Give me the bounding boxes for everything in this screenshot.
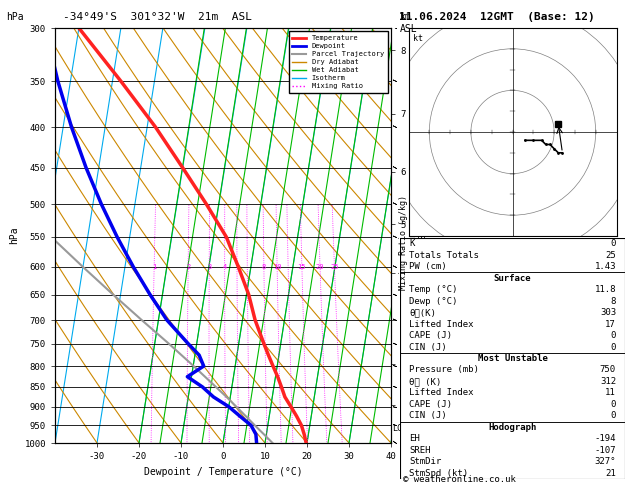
Text: 0: 0 (611, 239, 616, 248)
Text: 750: 750 (600, 365, 616, 375)
Text: Mixing Ratio (g/kg): Mixing Ratio (g/kg) (399, 195, 408, 291)
Y-axis label: km
ASL: km ASL (408, 227, 428, 243)
Text: 1: 1 (152, 264, 156, 270)
Text: -34°49'S  301°32'W  21m  ASL: -34°49'S 301°32'W 21m ASL (63, 12, 252, 22)
Text: Pressure (mb): Pressure (mb) (409, 365, 479, 375)
Bar (400, 273, 625, 353)
Bar (400, 238, 625, 273)
Text: SREH: SREH (409, 446, 430, 455)
Text: 312: 312 (600, 377, 616, 386)
Text: StmDir: StmDir (409, 457, 442, 466)
Text: LCL: LCL (392, 424, 407, 433)
Text: Totals Totals: Totals Totals (409, 251, 479, 260)
Bar (400, 422, 625, 479)
Text: -194: -194 (594, 434, 616, 443)
Text: 8: 8 (611, 296, 616, 306)
Text: PW (cm): PW (cm) (409, 262, 447, 271)
Text: 2: 2 (186, 264, 190, 270)
Text: Hodograph: Hodograph (488, 423, 537, 432)
Text: Lifted Index: Lifted Index (409, 388, 474, 398)
Text: CIN (J): CIN (J) (409, 411, 447, 420)
X-axis label: Dewpoint / Temperature (°C): Dewpoint / Temperature (°C) (143, 467, 303, 477)
Text: Dewp (°C): Dewp (°C) (409, 296, 457, 306)
Text: 11: 11 (605, 388, 616, 398)
Text: -107: -107 (594, 446, 616, 455)
Text: 15: 15 (298, 264, 306, 270)
Text: CAPE (J): CAPE (J) (409, 400, 452, 409)
Text: hPa: hPa (6, 12, 24, 22)
Text: 0: 0 (611, 400, 616, 409)
Text: 25: 25 (330, 264, 338, 270)
Text: 0: 0 (611, 411, 616, 420)
Text: 17: 17 (605, 320, 616, 329)
Text: CAPE (J): CAPE (J) (409, 331, 452, 340)
Text: 4: 4 (223, 264, 227, 270)
Text: 25: 25 (605, 251, 616, 260)
Bar (400, 353, 625, 422)
Text: 10: 10 (273, 264, 281, 270)
Text: 1.43: 1.43 (594, 262, 616, 271)
Text: 21: 21 (605, 469, 616, 478)
Text: 0: 0 (611, 343, 616, 351)
Text: EH: EH (409, 434, 420, 443)
Text: StmSpd (kt): StmSpd (kt) (409, 469, 468, 478)
Text: θᴄ (K): θᴄ (K) (409, 377, 442, 386)
Legend: Temperature, Dewpoint, Parcel Trajectory, Dry Adiabat, Wet Adiabat, Isotherm, Mi: Temperature, Dewpoint, Parcel Trajectory… (289, 32, 387, 93)
Text: 11.06.2024  12GMT  (Base: 12): 11.06.2024 12GMT (Base: 12) (399, 12, 595, 22)
Text: Temp (°C): Temp (°C) (409, 285, 457, 294)
Text: 8: 8 (262, 264, 266, 270)
Text: 20: 20 (316, 264, 325, 270)
Text: Lifted Index: Lifted Index (409, 320, 474, 329)
Text: Surface: Surface (494, 274, 532, 283)
Text: K: K (409, 239, 415, 248)
Text: 11.8: 11.8 (594, 285, 616, 294)
Text: Most Unstable: Most Unstable (477, 354, 547, 363)
Text: θᴄ(K): θᴄ(K) (409, 308, 436, 317)
Text: 3: 3 (207, 264, 211, 270)
Text: 0: 0 (611, 331, 616, 340)
Text: © weatheronline.co.uk: © weatheronline.co.uk (403, 474, 515, 484)
Text: km
ASL: km ASL (399, 12, 417, 34)
Text: 327°: 327° (594, 457, 616, 466)
Y-axis label: hPa: hPa (9, 226, 19, 244)
Text: CIN (J): CIN (J) (409, 343, 447, 351)
Text: 303: 303 (600, 308, 616, 317)
Text: kt: kt (413, 34, 423, 43)
